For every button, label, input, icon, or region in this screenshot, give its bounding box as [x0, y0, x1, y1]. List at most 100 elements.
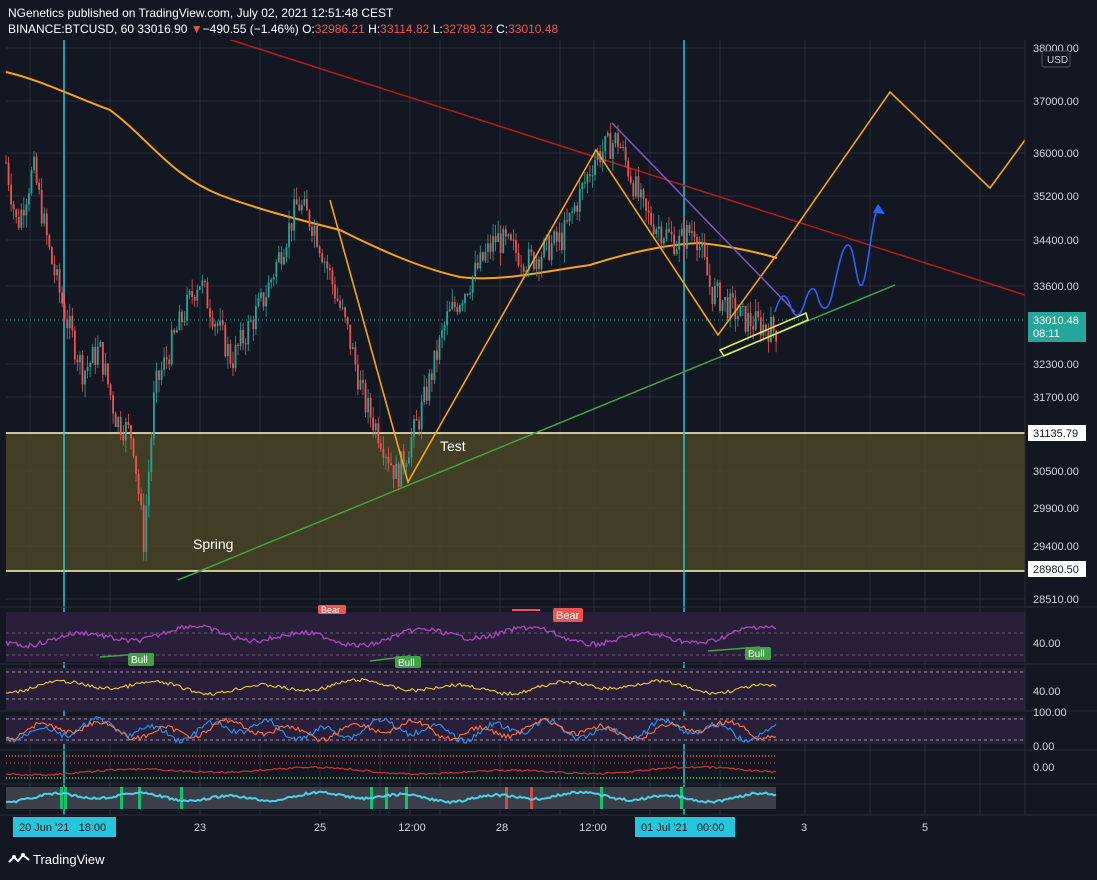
- candle-body: [415, 419, 418, 421]
- candle-body: [94, 346, 97, 365]
- candle-body: [303, 199, 306, 205]
- rsi-line: [5, 624, 777, 649]
- candle-body: [744, 305, 747, 332]
- candle-body: [453, 302, 456, 308]
- candle-body: [759, 317, 762, 336]
- price-tick-label: 37000.00: [1033, 96, 1079, 108]
- candle-body: [772, 316, 775, 331]
- candle-body: [583, 182, 586, 184]
- candle-body: [142, 504, 145, 552]
- current-price-tag[interactable]: 33010.48 08:11: [1028, 312, 1086, 342]
- candle-body: [135, 455, 137, 474]
- candle-body: [413, 419, 415, 437]
- oscillator-line: [5, 765, 777, 777]
- candle-body: [446, 311, 449, 326]
- candle-body: [367, 397, 369, 413]
- wavetrend-line: [5, 790, 777, 805]
- candle-body: [530, 249, 533, 253]
- rsi2-axis-tick: 40.00: [1033, 686, 1061, 698]
- candle-body: [504, 228, 507, 237]
- test-label: Test: [440, 438, 466, 454]
- candle-body: [239, 329, 242, 346]
- candle-body: [754, 311, 757, 330]
- candle-body: [298, 204, 301, 211]
- price-tick-label: 28510.00: [1033, 594, 1079, 606]
- wavetrend-bars: [60, 787, 683, 809]
- time-tick-label: 23: [194, 822, 206, 834]
- tradingview-logo[interactable]: TradingView: [8, 852, 105, 867]
- candle-body: [400, 451, 403, 487]
- candle-body: [660, 226, 663, 244]
- candle-body: [300, 204, 303, 211]
- candle-body: [183, 320, 186, 323]
- time-tick-label: 25: [314, 822, 326, 834]
- spring-label: Spring: [193, 536, 233, 552]
- wavetrend-bar: [680, 787, 683, 809]
- candle-body: [22, 209, 25, 216]
- candle-body: [726, 297, 729, 319]
- candle-body: [436, 350, 438, 360]
- candle-body: [563, 220, 566, 251]
- candle-body: [147, 472, 150, 506]
- time-highlight-left[interactable]: 20 Jun '21 18:00: [13, 817, 116, 837]
- candle-body: [642, 189, 645, 199]
- candle-body: [150, 438, 153, 473]
- candle-body: [461, 303, 464, 306]
- candle-body: [323, 261, 326, 263]
- candle-body: [451, 302, 454, 310]
- svg-text:31135.79: 31135.79: [1033, 428, 1078, 440]
- candle-body: [102, 342, 104, 375]
- price-tick-label: 35200.00: [1033, 191, 1079, 203]
- candle-body: [341, 307, 344, 309]
- svg-text:20 Jun '21 18:00: 20 Jun '21 18:00: [19, 822, 106, 834]
- support-price-tag[interactable]: 28980.50: [1028, 561, 1086, 577]
- candle-body: [680, 228, 683, 236]
- candle-body: [627, 160, 630, 177]
- candle-body: [655, 229, 658, 235]
- candle-body: [443, 325, 446, 331]
- candle-body: [481, 252, 484, 261]
- candle-body: [318, 246, 321, 254]
- candle-body: [20, 209, 23, 228]
- candle-body: [313, 225, 316, 236]
- candle-body: [703, 243, 706, 257]
- candle-body: [153, 392, 155, 439]
- candle-body: [494, 235, 497, 243]
- candle-body: [357, 364, 359, 390]
- candle-body: [578, 188, 581, 212]
- candle-body: [109, 384, 112, 396]
- candle-body: [438, 337, 441, 360]
- candle-body: [66, 319, 69, 329]
- candle-body: [140, 494, 143, 505]
- candle-body: [89, 362, 92, 367]
- candle-body: [507, 234, 510, 237]
- candle-body: [112, 395, 114, 414]
- candle-body: [308, 210, 311, 227]
- svg-text:01 Jul '21 00:00: 01 Jul '21 00:00: [641, 822, 724, 834]
- candle-body: [696, 236, 698, 251]
- tradingview-logo-icon: [8, 852, 30, 867]
- candle-body: [372, 417, 375, 431]
- candle-body: [721, 300, 724, 311]
- wavetrend-bar: [120, 787, 123, 809]
- time-highlight-right[interactable]: 01 Jul '21 00:00: [635, 817, 735, 837]
- wavetrend-bar: [60, 787, 63, 809]
- candle-body: [7, 162, 10, 185]
- wavetrend-bar: [64, 787, 67, 809]
- candle-body: [10, 184, 12, 205]
- candle-body: [155, 370, 158, 393]
- wavetrend-bar: [600, 787, 603, 809]
- candle-body: [234, 344, 237, 369]
- candle-body: [390, 463, 392, 466]
- candle-body: [752, 326, 755, 330]
- candle-body: [377, 423, 380, 444]
- candle-body: [619, 146, 622, 149]
- candle-body: [277, 252, 280, 263]
- resistance-price-tag[interactable]: 31135.79: [1028, 425, 1086, 441]
- candle-body: [601, 151, 604, 163]
- candle-body: [224, 324, 227, 357]
- candle-body: [668, 229, 670, 232]
- candle-body: [558, 232, 561, 242]
- projection-path: [774, 207, 879, 316]
